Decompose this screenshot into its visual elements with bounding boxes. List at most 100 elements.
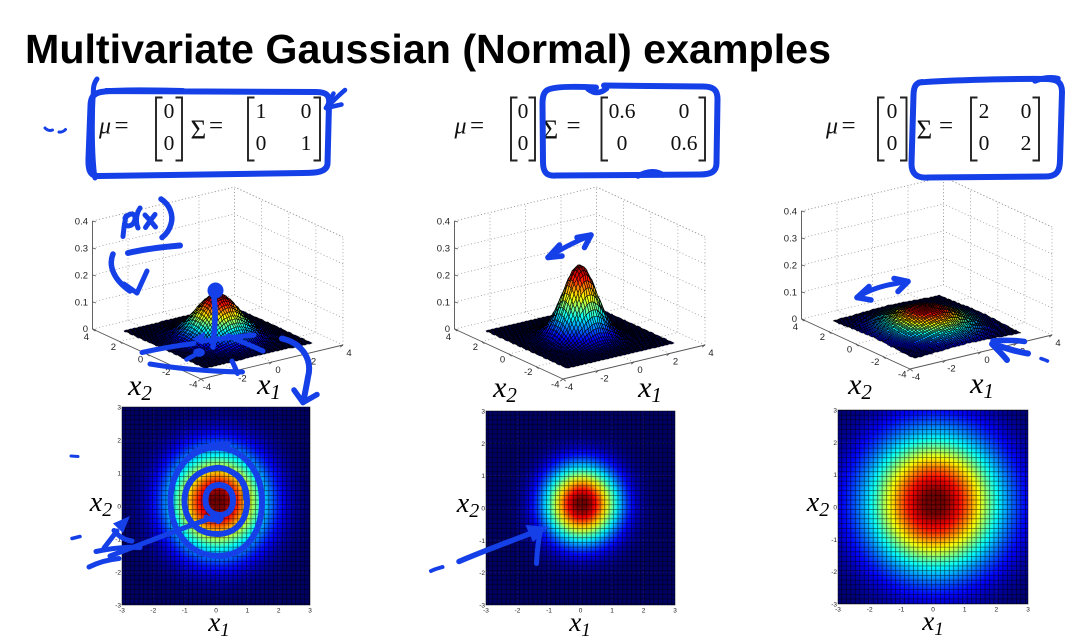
svg-text:3: 3 — [481, 409, 485, 416]
svg-text:0: 0 — [887, 99, 898, 123]
svg-text:0: 0 — [164, 99, 175, 123]
svg-text:-1: -1 — [898, 607, 904, 614]
svg-text:0.1: 0.1 — [437, 298, 450, 309]
svg-text:-2: -2 — [162, 367, 170, 378]
svg-text:3: 3 — [673, 608, 677, 615]
svg-text:0.4: 0.4 — [784, 207, 797, 218]
svg-text:μ: μ — [825, 114, 838, 140]
svg-text:3: 3 — [1026, 607, 1030, 614]
svg-text:0: 0 — [931, 607, 935, 614]
svg-text:0: 0 — [833, 505, 837, 512]
svg-text:2: 2 — [473, 342, 478, 353]
svg-text:-3: -3 — [831, 602, 837, 609]
svg-text:Σ: Σ — [191, 115, 207, 145]
svg-text:-2: -2 — [479, 570, 485, 577]
svg-text:-4: -4 — [565, 382, 573, 393]
svg-text:0: 0 — [518, 99, 529, 123]
svg-text:-2: -2 — [867, 607, 873, 614]
svg-text:-2: -2 — [515, 608, 521, 615]
svg-text:-4: -4 — [898, 370, 906, 381]
svg-text:0: 0 — [887, 131, 898, 155]
svg-text:=: = — [209, 113, 223, 140]
svg-text:-3: -3 — [835, 607, 841, 614]
svg-text:4: 4 — [346, 348, 351, 359]
svg-text:4: 4 — [708, 348, 713, 359]
svg-text:0: 0 — [792, 314, 797, 325]
svg-text:1: 1 — [245, 608, 249, 615]
svg-text:0.6: 0.6 — [671, 131, 698, 155]
svg-text:2: 2 — [111, 342, 116, 353]
svg-text:4: 4 — [1055, 338, 1060, 349]
svg-text:-2: -2 — [115, 570, 121, 577]
svg-text:0: 0 — [984, 355, 989, 366]
svg-text:-2: -2 — [150, 608, 156, 615]
svg-text:-4: -4 — [203, 382, 211, 393]
svg-text:-1: -1 — [479, 538, 485, 545]
svg-text:0.3: 0.3 — [784, 234, 797, 245]
svg-text:0: 0 — [275, 365, 280, 376]
svg-text:-1: -1 — [182, 608, 188, 615]
svg-text:0.3: 0.3 — [437, 244, 450, 255]
svg-text:1: 1 — [117, 471, 121, 478]
svg-text:-1: -1 — [546, 608, 552, 615]
svg-text:-2: -2 — [238, 374, 246, 385]
svg-text:2: 2 — [277, 608, 281, 615]
svg-text:0: 0 — [847, 345, 852, 356]
svg-text:0: 0 — [138, 355, 143, 366]
svg-text:0: 0 — [214, 608, 218, 615]
svg-text:=: = — [567, 113, 581, 140]
svg-text:2: 2 — [117, 438, 121, 445]
svg-text:1: 1 — [481, 473, 485, 480]
svg-text:Σ: Σ — [543, 115, 559, 145]
svg-text:0.2: 0.2 — [437, 271, 450, 282]
svg-text:-3: -3 — [115, 603, 121, 610]
svg-text:0: 0 — [679, 99, 690, 123]
svg-text:0.6: 0.6 — [609, 99, 636, 123]
svg-text:μ: μ — [454, 114, 467, 140]
svg-text:Σ: Σ — [917, 115, 933, 145]
svg-text:0: 0 — [579, 608, 583, 615]
svg-text:2: 2 — [311, 357, 316, 368]
svg-text:2: 2 — [481, 441, 485, 448]
svg-text:4: 4 — [84, 332, 89, 343]
svg-text:=: = — [939, 113, 953, 140]
svg-text:-2: -2 — [871, 357, 879, 368]
svg-text:1: 1 — [963, 607, 967, 614]
svg-text:4: 4 — [446, 332, 451, 343]
svg-text:2: 2 — [994, 607, 998, 614]
svg-text:0: 0 — [979, 131, 990, 155]
svg-text:-4: -4 — [912, 372, 920, 383]
svg-text:0: 0 — [117, 504, 121, 511]
svg-text:0: 0 — [256, 131, 267, 155]
svg-text:0.1: 0.1 — [75, 298, 88, 309]
svg-text:-3: -3 — [479, 603, 485, 610]
svg-text:0: 0 — [500, 355, 505, 366]
svg-text:-4: -4 — [551, 380, 559, 391]
svg-text:-3: -3 — [119, 608, 125, 615]
svg-text:x1: x1 — [969, 367, 994, 403]
svg-text:0: 0 — [164, 131, 175, 155]
svg-text:0.2: 0.2 — [784, 261, 797, 272]
svg-text:3: 3 — [833, 408, 837, 415]
svg-text:-2: -2 — [831, 569, 837, 576]
svg-text:2: 2 — [673, 357, 678, 368]
svg-text:1: 1 — [301, 131, 312, 155]
svg-text:0: 0 — [301, 99, 312, 123]
svg-text:0.1: 0.1 — [784, 288, 797, 299]
svg-text:0: 0 — [617, 131, 628, 155]
svg-text:2: 2 — [979, 99, 990, 123]
svg-text:0: 0 — [445, 324, 450, 335]
svg-text:0: 0 — [1021, 99, 1032, 123]
svg-text:1: 1 — [256, 99, 267, 123]
svg-text:2: 2 — [642, 608, 646, 615]
svg-text:0: 0 — [83, 324, 88, 335]
svg-text:=: = — [470, 113, 484, 140]
svg-text:0.2: 0.2 — [75, 271, 88, 282]
svg-text:-4: -4 — [189, 380, 197, 391]
svg-text:μ: μ — [98, 114, 111, 140]
svg-text:0.3: 0.3 — [75, 244, 88, 255]
svg-text:0: 0 — [481, 506, 485, 513]
svg-text:0.4: 0.4 — [75, 217, 88, 228]
svg-text:0.4: 0.4 — [437, 217, 450, 228]
svg-text:2: 2 — [820, 332, 825, 343]
